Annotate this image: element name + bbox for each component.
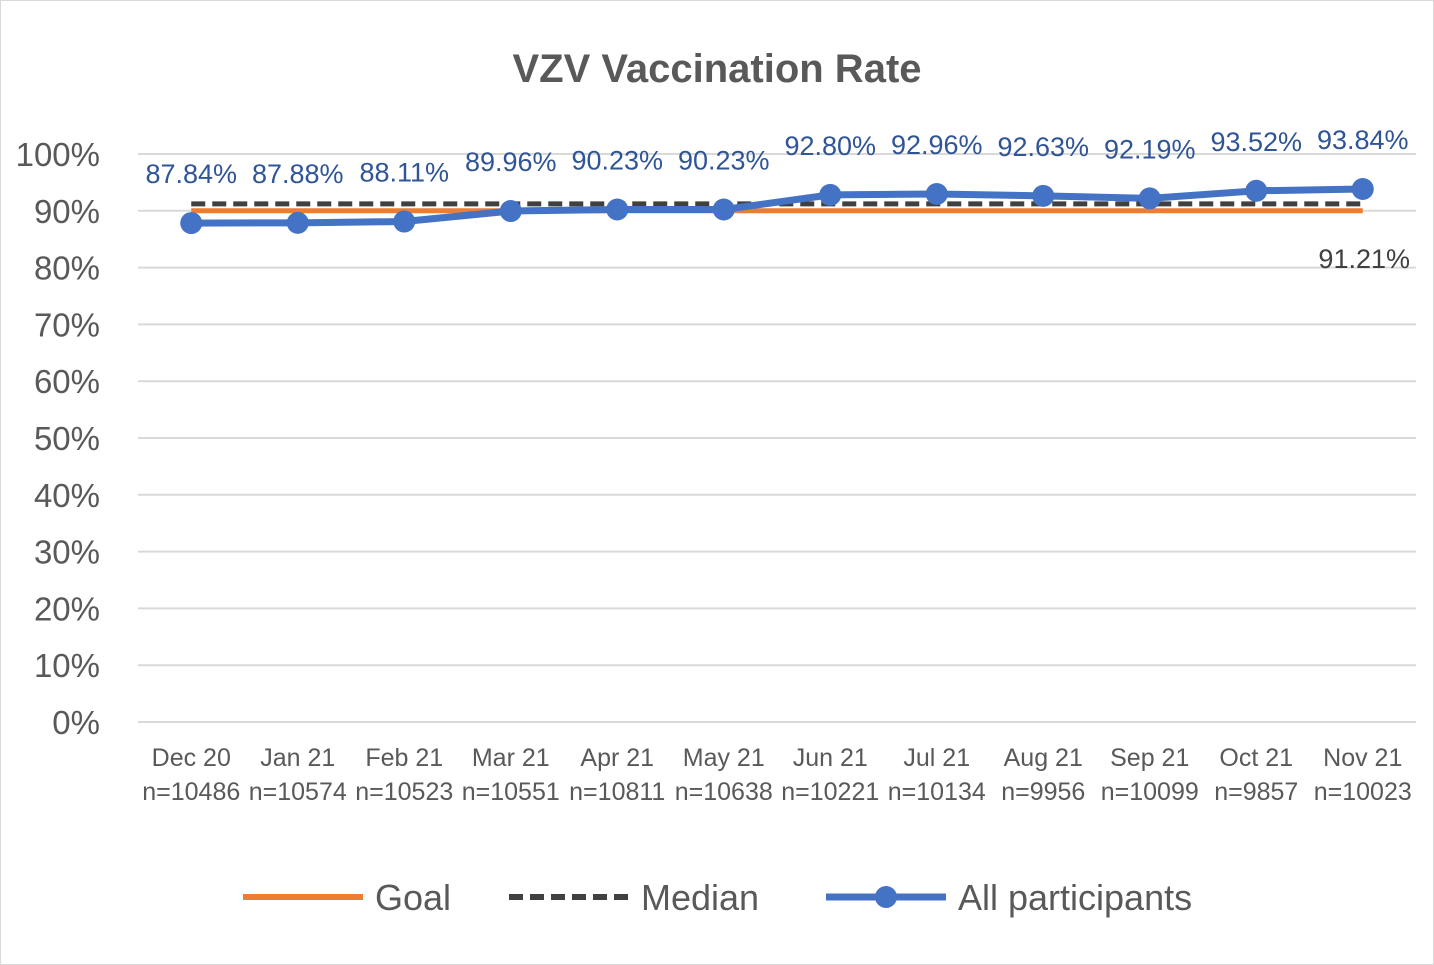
x-tick-label: Aug 21 (1004, 744, 1083, 772)
y-tick-label: 100% (16, 136, 100, 173)
x-tick-count: n=9857 (1214, 778, 1298, 806)
legend-median-label: Median (641, 877, 759, 918)
legend-goal-label: Goal (375, 877, 451, 918)
x-tick-count: n=10551 (462, 778, 560, 806)
median-label: 91.21% (1318, 244, 1410, 274)
y-tick-label: 20% (34, 590, 100, 627)
all-participants-point (606, 198, 629, 221)
data-label: 90.23% (678, 145, 770, 175)
data-label: 92.63% (997, 132, 1089, 162)
y-tick-label: 50% (34, 420, 100, 457)
x-tick-label: Mar 21 (472, 744, 550, 772)
x-tick-label: Sep 21 (1110, 744, 1189, 772)
y-tick-label: 90% (34, 193, 100, 230)
y-tick-label: 10% (34, 647, 100, 684)
x-tick-count: n=10221 (781, 778, 879, 806)
all-participants-point (286, 211, 309, 234)
data-label: 92.96% (891, 130, 983, 160)
all-participants-point (925, 182, 948, 205)
all-participants-point (1351, 177, 1374, 200)
all-participants-point (1138, 187, 1161, 210)
all-participants-point (819, 183, 842, 206)
x-tick-label: May 21 (683, 744, 765, 772)
y-tick-label: 80% (34, 250, 100, 287)
all-participants-point (1245, 179, 1268, 202)
data-label: 93.84% (1317, 125, 1409, 155)
all-participants-point (499, 200, 522, 223)
all-participants-line (191, 185, 1363, 227)
y-tick-label: 0% (52, 704, 100, 741)
all-participants-point (712, 198, 735, 221)
data-label: 88.11% (359, 158, 449, 188)
y-tick-label: 60% (34, 363, 100, 400)
x-tick-label: Oct 21 (1219, 744, 1293, 772)
y-tick-label: 70% (34, 306, 100, 343)
x-tick-label: Jul 21 (903, 744, 970, 772)
x-tick-count: n=10099 (1101, 778, 1199, 806)
x-tick-label: Nov 21 (1323, 744, 1402, 772)
data-label: 90.23% (571, 145, 663, 175)
x-tick-count: n=10134 (888, 778, 986, 806)
y-tick-label: 40% (34, 477, 100, 514)
all-participants-point (393, 210, 416, 233)
x-tick-count: n=10574 (249, 778, 347, 806)
data-label: 92.80% (784, 131, 876, 161)
data-label: 87.88% (252, 159, 344, 189)
x-tick-label: Jun 21 (793, 744, 868, 772)
x-tick-count: n=10638 (675, 778, 773, 806)
data-label: 92.19% (1104, 134, 1196, 164)
all-participants-point (1032, 184, 1055, 207)
chart-title: VZV Vaccination Rate (512, 47, 921, 91)
y-tick-label: 30% (34, 534, 100, 571)
x-tick-count: n=10811 (569, 778, 665, 806)
data-label: 93.52% (1210, 127, 1302, 157)
x-tick-count: n=10023 (1314, 778, 1412, 806)
x-tick-label: Dec 20 (152, 744, 231, 772)
x-tick-label: Apr 21 (580, 744, 654, 772)
x-tick-label: Jan 21 (260, 744, 335, 772)
legend-all-participants-marker (875, 886, 897, 908)
data-label: 87.84% (145, 159, 237, 189)
x-tick-label: Feb 21 (365, 744, 443, 772)
all-participants-point (180, 212, 203, 235)
x-tick-count: n=10523 (355, 778, 453, 806)
x-tick-count: n=9956 (1001, 778, 1085, 806)
legend-all-participants-label: All participants (958, 877, 1192, 918)
data-label: 89.96% (465, 147, 557, 177)
x-tick-count: n=10486 (142, 778, 240, 806)
